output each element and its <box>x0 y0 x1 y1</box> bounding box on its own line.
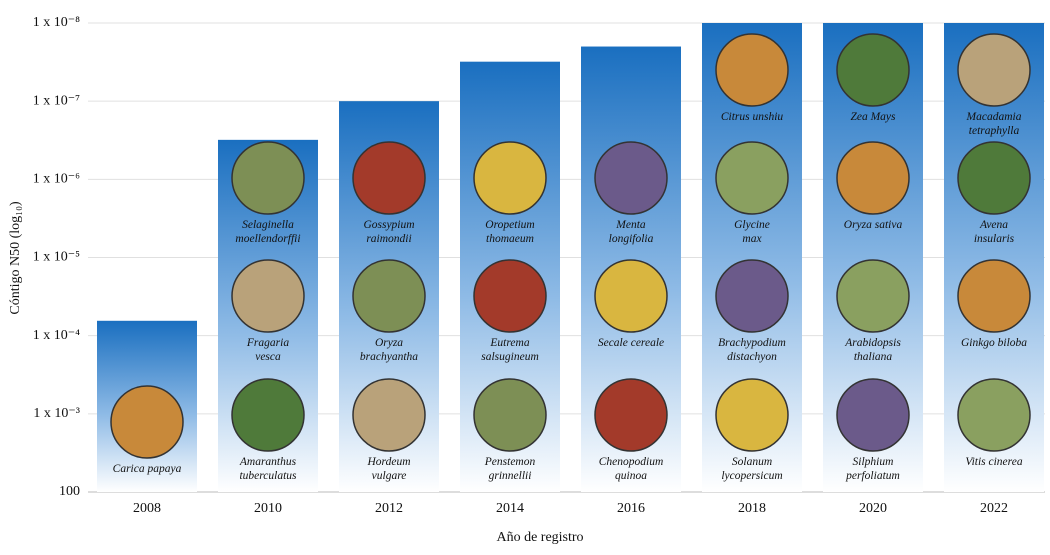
species-label: Avena insularis <box>973 219 1015 245</box>
x-tick-label: 2010 <box>254 501 282 516</box>
species-photo <box>836 33 910 107</box>
x-tick-label: 2022 <box>980 501 1008 516</box>
species-photo <box>715 33 789 107</box>
species-label: Glycine max <box>734 219 770 245</box>
species-photo <box>715 141 789 215</box>
species-photo <box>594 259 668 333</box>
x-tick-label: 2020 <box>859 501 887 516</box>
x-tick-label: 2018 <box>738 501 766 516</box>
species-label: Penstemon grinnellii <box>484 456 536 482</box>
y-tick-label: 1 x 10⁻⁶ <box>33 172 80 187</box>
species-photo <box>231 141 305 215</box>
species-photo <box>352 259 426 333</box>
species-photo <box>836 378 910 452</box>
species-label: Secale cereale <box>597 337 665 349</box>
species-photo <box>473 259 547 333</box>
species-label: Oropetium thomaeum <box>485 219 535 245</box>
x-tick-label: 2012 <box>375 501 403 516</box>
species-photo <box>473 378 547 452</box>
species-label: Zea Mays <box>850 111 896 123</box>
species-label: Arabidopsis thaliana <box>845 337 901 363</box>
species-photo <box>594 141 668 215</box>
species-label: Carica papaya <box>112 463 182 475</box>
x-tick-label: 2008 <box>133 501 161 516</box>
species-label: Oryza brachyantha <box>359 337 419 363</box>
y-tick-label: 1 x 10⁻⁵ <box>33 250 80 265</box>
y-tick-label: 100 <box>59 484 80 499</box>
species-photo <box>231 378 305 452</box>
species-photo <box>836 259 910 333</box>
species-photo <box>110 385 184 459</box>
species-photo <box>957 33 1031 107</box>
species-label: Chenopodium quinoa <box>598 456 664 482</box>
species-photo <box>715 259 789 333</box>
species-photo <box>715 378 789 452</box>
x-axis-label: Año de registro <box>496 530 583 545</box>
species-photo <box>594 378 668 452</box>
x-tick-label: 2016 <box>617 501 645 516</box>
x-tick-label: 2014 <box>496 501 524 516</box>
species-photo <box>957 378 1031 452</box>
species-photo <box>352 378 426 452</box>
species-label: Oryza sativa <box>843 219 903 231</box>
species-label: Solanum lycopersicum <box>721 456 783 482</box>
species-photo <box>957 259 1031 333</box>
species-photo <box>836 141 910 215</box>
y-tick-label: 1 x 10⁻⁴ <box>33 328 80 343</box>
species-label: Menta longifolia <box>608 219 654 245</box>
y-tick-label: 1 x 10⁻⁸ <box>33 15 80 30</box>
y-axis-label: Cóntigo N50 (log₁₀) <box>8 201 23 315</box>
species-label: Brachypodium distachyon <box>718 337 786 363</box>
species-label: Hordeum vulgare <box>367 456 411 482</box>
species-photo <box>957 141 1031 215</box>
species-label: Macadamia tetraphylla <box>966 111 1022 137</box>
y-tick-label: 1 x 10⁻⁷ <box>33 93 80 108</box>
species-label: Amaranthus tuberculatus <box>239 456 297 482</box>
species-label: Fragaria vesca <box>246 337 290 363</box>
species-label: Vitis cinerea <box>965 456 1023 468</box>
species-label: Eutrema salsugineum <box>481 337 539 363</box>
species-label: Ginkgo biloba <box>960 337 1028 349</box>
species-photo <box>231 259 305 333</box>
species-photo <box>473 141 547 215</box>
species-label: Selaginella moellendorffii <box>235 219 301 245</box>
species-label: Gossypium raimondii <box>363 219 415 245</box>
species-photo <box>352 141 426 215</box>
species-label: Silphium perfoliatum <box>846 456 900 482</box>
species-label: Citrus unshiu <box>720 111 784 123</box>
y-tick-label: 1 x 10⁻³ <box>33 406 80 421</box>
